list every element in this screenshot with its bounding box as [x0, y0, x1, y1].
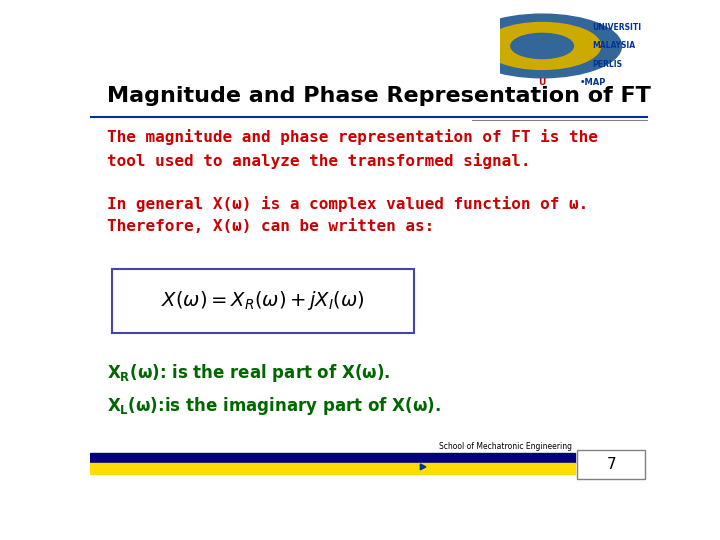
Text: $X(\omega) = X_R(\omega) + jX_I(\omega)$: $X(\omega) = X_R(\omega) + jX_I(\omega)$ [161, 289, 365, 313]
Text: PERLIS: PERLIS [593, 60, 622, 69]
FancyBboxPatch shape [577, 450, 645, 478]
Text: School of Mechatronic Engineering
Universiti Malaysia Perlis (UniMAP): School of Mechatronic Engineering Univer… [438, 442, 572, 462]
Text: U: U [539, 78, 546, 87]
Bar [90, 453, 575, 463]
Text: Magnitude and Phase Representation of FT: Magnitude and Phase Representation of FT [107, 85, 651, 106]
Text: MALAYSIA: MALAYSIA [593, 42, 635, 50]
Circle shape [510, 33, 574, 58]
Circle shape [484, 23, 600, 69]
Text: The magnitude and phase representation of FT is the
tool used to analyze the tra: The magnitude and phase representation o… [107, 129, 598, 169]
Text: •MAP: •MAP [580, 78, 606, 87]
Text: In general X(ω) is a complex valued function of ω.
Therefore, X(ω) can be writte: In general X(ω) is a complex valued func… [107, 196, 588, 234]
Text: UNIVERSITI: UNIVERSITI [593, 23, 642, 32]
Circle shape [463, 14, 621, 78]
FancyBboxPatch shape [112, 268, 414, 333]
Bar [90, 463, 575, 474]
Text: $\mathbf{X_L(\omega)}$:is the imaginary part of $\mathbf{X(\omega)}$.: $\mathbf{X_L(\omega)}$:is the imaginary … [107, 395, 441, 417]
Polygon shape [420, 464, 426, 470]
Text: 7: 7 [606, 457, 616, 472]
Text: $\mathbf{X_R(\omega)}$: is the real part of $\mathbf{X(\omega)}$.: $\mathbf{X_R(\omega)}$: is the real part… [107, 362, 390, 384]
